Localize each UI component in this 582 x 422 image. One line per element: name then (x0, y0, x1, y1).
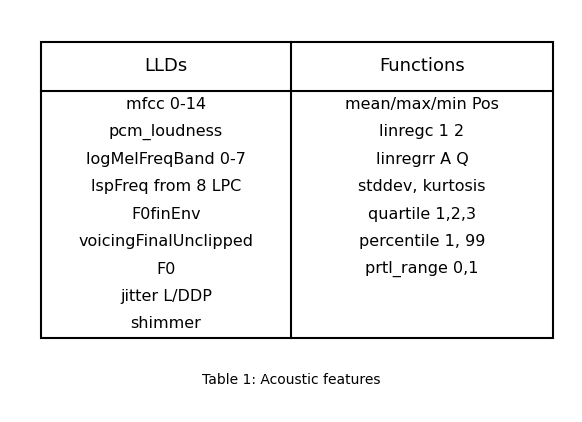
Text: mean/max/min Pos: mean/max/min Pos (345, 97, 499, 112)
Text: linregc 1 2: linregc 1 2 (379, 124, 464, 139)
Text: F0finEnv: F0finEnv (131, 207, 201, 222)
Text: linregrr A Q: linregrr A Q (375, 152, 469, 167)
Text: prtl_range 0,1: prtl_range 0,1 (365, 261, 479, 277)
Text: mfcc 0-14: mfcc 0-14 (126, 97, 206, 112)
Text: jitter L/DDP: jitter L/DDP (120, 289, 212, 304)
Text: Functions: Functions (379, 57, 465, 76)
Text: LLDs: LLDs (144, 57, 187, 76)
Text: stddev, kurtosis: stddev, kurtosis (358, 179, 486, 194)
Text: quartile 1,2,3: quartile 1,2,3 (368, 207, 476, 222)
Text: Table 1: Acoustic features: Table 1: Acoustic features (202, 373, 380, 387)
Bar (41, 42, 553, 338)
Text: percentile 1, 99: percentile 1, 99 (359, 234, 485, 249)
Text: pcm_loudness: pcm_loudness (109, 124, 223, 140)
Text: lspFreq from 8 LPC: lspFreq from 8 LPC (91, 179, 241, 194)
Text: voicingFinalUnclipped: voicingFinalUnclipped (79, 234, 253, 249)
Text: logMelFreqBand 0-7: logMelFreqBand 0-7 (86, 152, 246, 167)
Text: F0: F0 (156, 262, 176, 276)
Text: shimmer: shimmer (130, 316, 201, 331)
